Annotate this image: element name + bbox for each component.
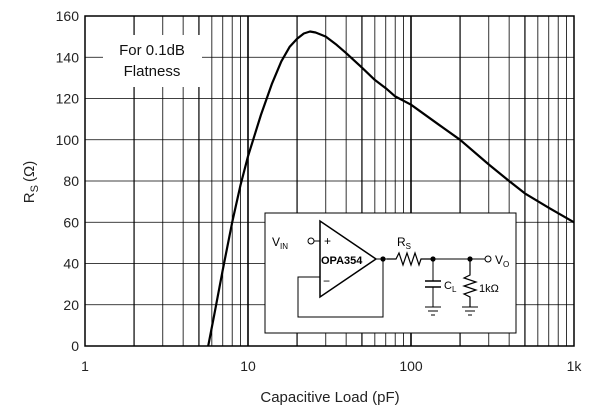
load-resistor	[462, 259, 478, 307]
capacitor-ground-icon	[425, 306, 441, 316]
annotation-line-2: Flatness	[124, 63, 181, 80]
x-tick-label: 1k	[567, 358, 583, 374]
plot-frame	[84, 15, 575, 347]
y-axis-title: RS(Ω)	[21, 161, 41, 203]
vo-terminal	[484, 255, 492, 263]
opamp-symbol	[319, 219, 378, 299]
rs-resistor	[387, 251, 433, 267]
vin-terminal	[307, 237, 315, 245]
inset-frame	[264, 212, 517, 334]
flatness-annotation: For 0.1dB Flatness	[103, 35, 202, 87]
rs-label: RS	[397, 235, 411, 251]
tick-labels: 1 10 100 1k 0 20 40 60 80 100 120 140 160	[56, 8, 583, 374]
plus-sign: +	[324, 234, 331, 248]
y-tick-label: 160	[56, 8, 80, 24]
x-axis-title: Capacitive Load (pF)	[260, 389, 399, 406]
x-tick-label: 100	[399, 358, 423, 374]
y-tick-label: 20	[63, 297, 79, 313]
y-tick-label: 40	[63, 256, 79, 272]
y-tick-label: 100	[56, 132, 80, 148]
vin-label: VIN	[272, 235, 288, 251]
vo-label: VO	[495, 253, 509, 269]
load-resistor-label: 1kΩ	[479, 283, 499, 295]
y-tick-label: 0	[71, 338, 79, 354]
x-tick-label: 1	[81, 358, 89, 374]
y-tick-label: 60	[63, 214, 79, 230]
y-tick-label: 80	[63, 173, 79, 189]
opamp-label: OPA354	[321, 255, 363, 267]
x-tick-label: 10	[240, 358, 256, 374]
series-line	[207, 30, 575, 347]
feedback-wire	[297, 259, 384, 318]
y-tick-label: 140	[56, 49, 80, 65]
circuit-schematic-inset: VIN + − OPA354 RS VO CL 1kΩ	[264, 212, 517, 334]
minus-sign: −	[323, 274, 330, 288]
load-ground-icon	[462, 306, 478, 316]
cl-label: CL	[444, 280, 457, 294]
annotation-line-1: For 0.1dB	[119, 42, 185, 59]
y-tick-label: 120	[56, 91, 80, 107]
